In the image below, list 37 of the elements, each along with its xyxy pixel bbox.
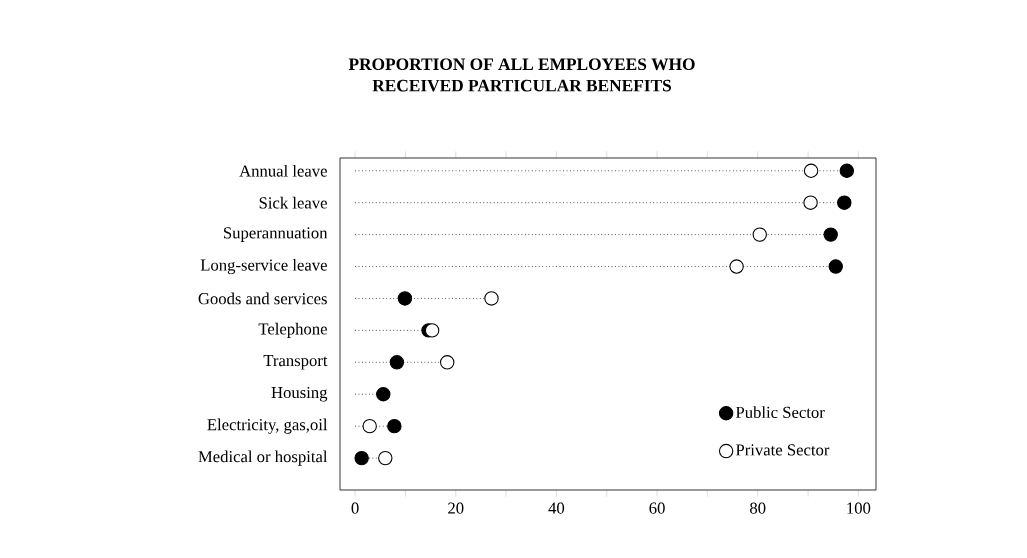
y-tick-label: Transport xyxy=(263,355,328,370)
y-tick-label: Long-service leave xyxy=(200,258,327,275)
point xyxy=(803,195,818,210)
point xyxy=(729,259,744,274)
point xyxy=(424,323,440,338)
x-tick-label: 0 xyxy=(351,502,359,514)
x-tick-label: 80 xyxy=(750,502,766,514)
point xyxy=(362,418,377,434)
point xyxy=(752,227,767,242)
point xyxy=(803,163,819,178)
point xyxy=(484,291,499,306)
y-tick-label: Annual leave xyxy=(239,164,327,177)
point xyxy=(389,355,405,370)
point xyxy=(378,450,393,466)
point xyxy=(387,418,402,434)
point xyxy=(354,450,369,466)
point xyxy=(828,259,843,274)
y-tick-label: Electricity, gas,oil xyxy=(207,418,328,434)
x-tick-label: 100 xyxy=(847,502,871,514)
point xyxy=(376,387,391,402)
y-tick-label: Medical or hospital xyxy=(198,450,328,466)
y-tick-label: Superannuation xyxy=(224,227,328,242)
x-tick-label: 60 xyxy=(649,502,665,514)
y-tick-label: Telephone xyxy=(258,322,327,338)
legend-label: Private Sector xyxy=(735,444,830,456)
legend-label: Public Sector xyxy=(735,406,825,418)
y-tick-label: Sick leave xyxy=(259,196,327,209)
point xyxy=(397,291,413,306)
chart-title: PROPORTION OF ALL EMPLOYEES WHO RECEIVED PARTICULAR BENEFITS xyxy=(348,58,695,92)
y-tick-label: Goods and services xyxy=(198,292,327,305)
x-tick-label: 20 xyxy=(448,502,464,514)
point xyxy=(837,195,852,210)
point xyxy=(823,227,838,242)
y-tick-label: Housing xyxy=(271,386,328,402)
point xyxy=(839,163,855,178)
point xyxy=(440,355,455,370)
x-tick-label: 40 xyxy=(548,502,565,514)
